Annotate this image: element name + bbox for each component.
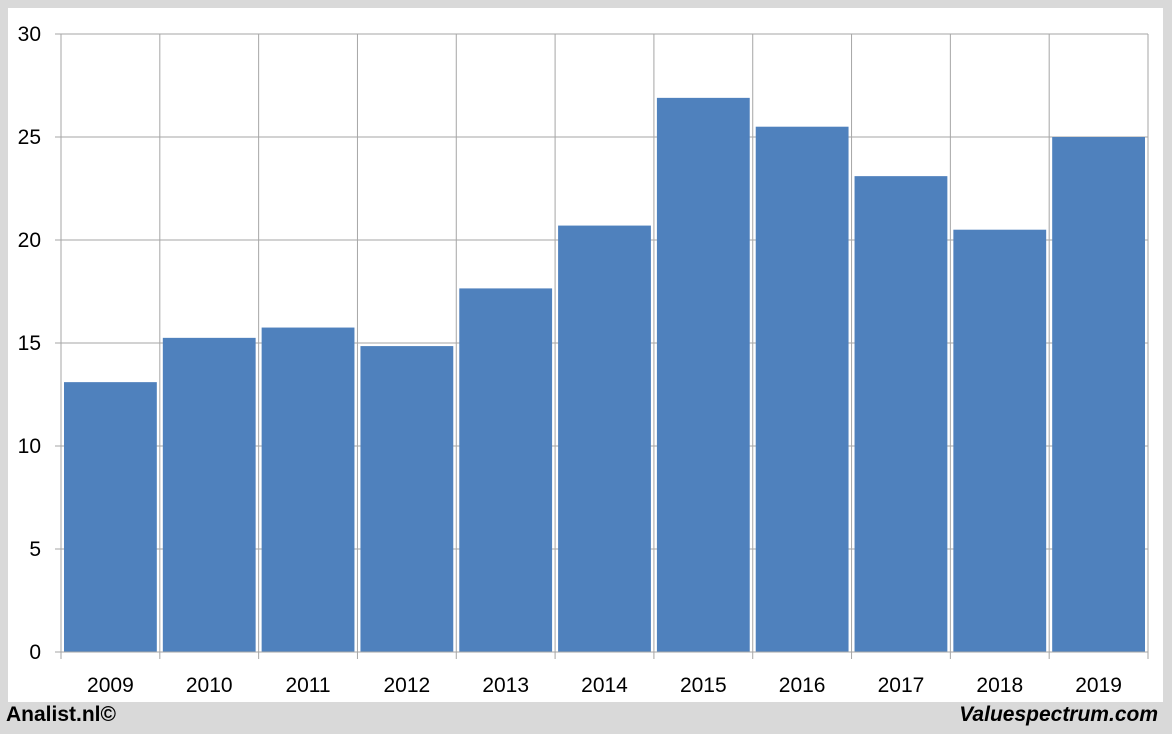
x-tick-label: 2019 bbox=[1075, 674, 1122, 697]
bar-2017 bbox=[854, 176, 948, 652]
y-tick-label: 5 bbox=[29, 538, 41, 561]
footer-site-label: Valuespectrum.com bbox=[959, 703, 1158, 726]
bar-2012 bbox=[360, 346, 454, 652]
bar-2018 bbox=[953, 229, 1047, 652]
bar-2009 bbox=[64, 382, 157, 652]
bar-2019 bbox=[1052, 137, 1145, 652]
y-tick-label: 0 bbox=[29, 641, 41, 664]
x-tick-label: 2010 bbox=[186, 674, 233, 697]
bar-2011 bbox=[261, 327, 355, 652]
x-tick-label: 2017 bbox=[878, 674, 925, 697]
bar-2010 bbox=[162, 337, 256, 652]
y-tick-label: 15 bbox=[18, 332, 41, 355]
x-tick-label: 2015 bbox=[680, 674, 727, 697]
y-tick-label: 25 bbox=[18, 126, 41, 149]
y-tick-label: 30 bbox=[18, 23, 41, 46]
y-tick-label: 20 bbox=[18, 229, 41, 252]
x-tick-label: 2014 bbox=[581, 674, 628, 697]
bar-2013 bbox=[459, 288, 553, 652]
x-tick-label: 2009 bbox=[87, 674, 134, 697]
x-tick-label: 2013 bbox=[482, 674, 529, 697]
footer-source-label: Analist.nl© bbox=[6, 703, 116, 726]
x-tick-label: 2016 bbox=[779, 674, 826, 697]
x-tick-label: 2012 bbox=[384, 674, 431, 697]
bar-2016 bbox=[755, 126, 849, 652]
bar-2014 bbox=[558, 225, 651, 652]
x-tick-label: 2018 bbox=[976, 674, 1023, 697]
x-tick-label: 2011 bbox=[285, 674, 330, 697]
bar-2015 bbox=[656, 97, 750, 653]
y-tick-label: 10 bbox=[18, 435, 41, 458]
